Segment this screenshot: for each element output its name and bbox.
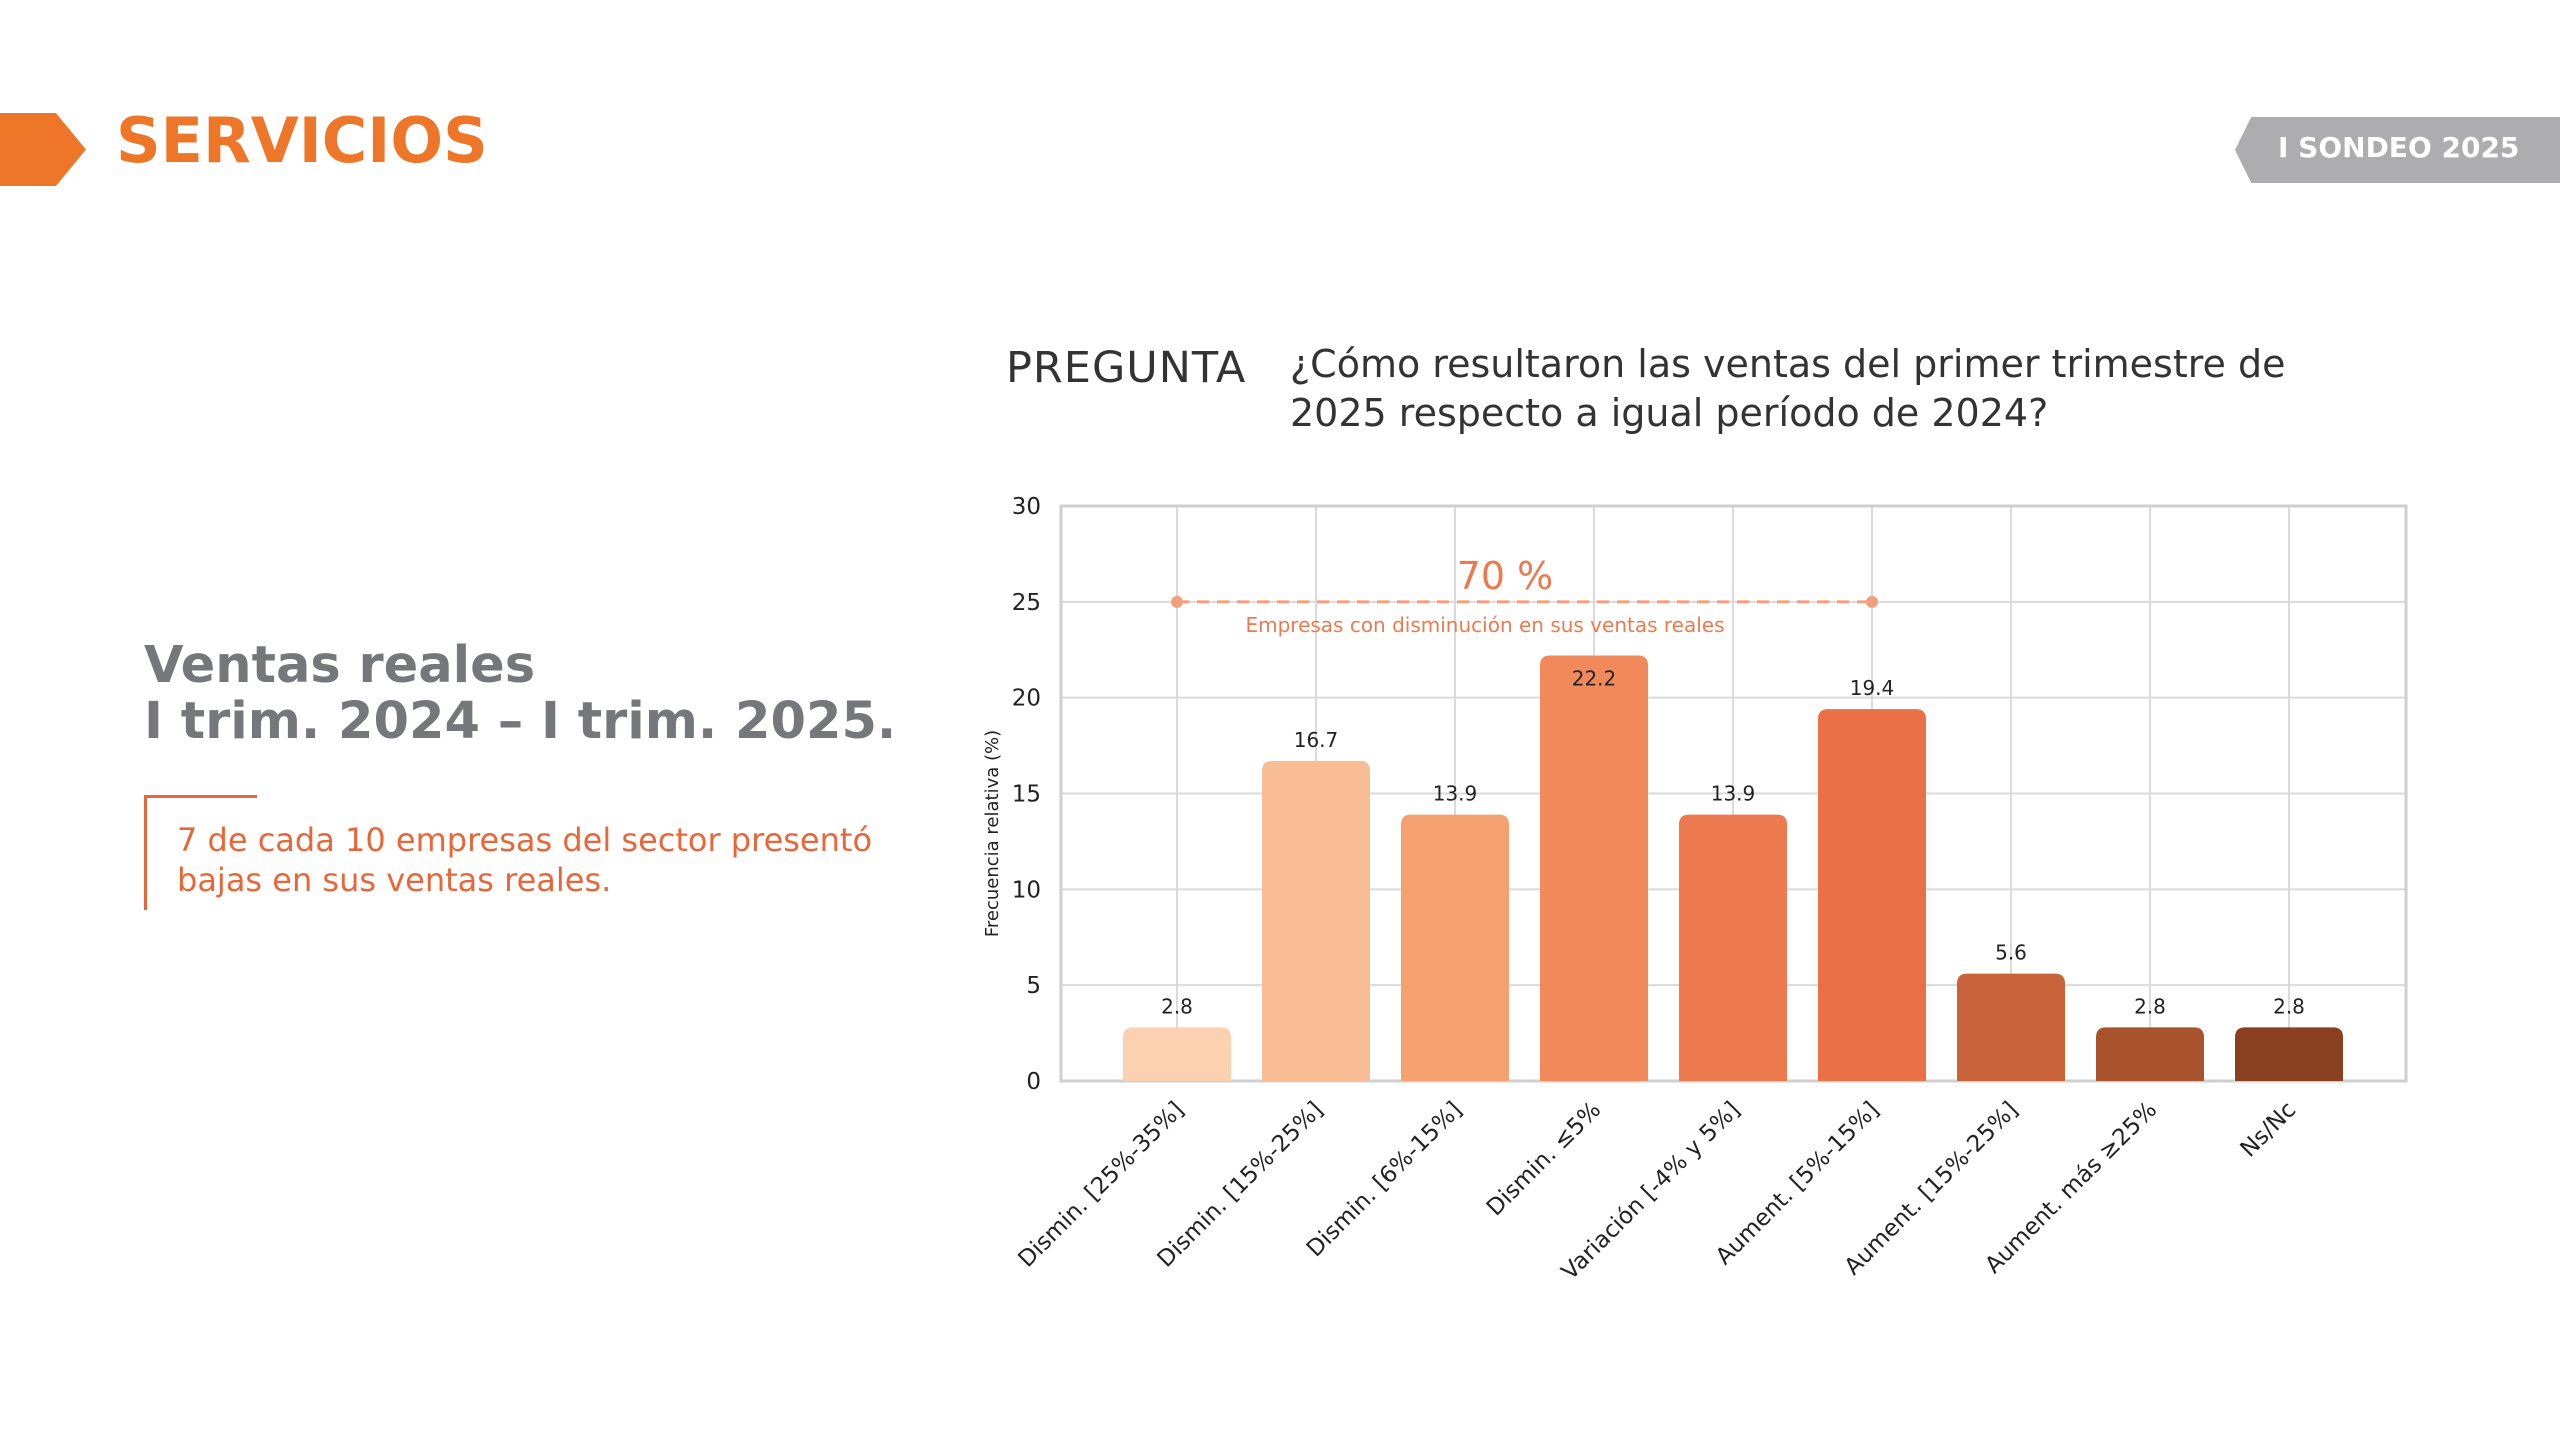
bar-value-label: 2.8 <box>2273 994 2305 1018</box>
annotation-endpoint-dot <box>1866 595 1878 608</box>
slide-title-line2: I trim. 2024 – I trim. 2025. <box>144 692 897 751</box>
callout-bracket <box>144 795 257 910</box>
bar-value-label: 22.2 <box>1572 667 1617 691</box>
slide-title: Ventas reales I trim. 2024 – I trim. 202… <box>144 638 904 750</box>
slide-title-line1: Ventas reales <box>144 636 536 695</box>
bar <box>1262 760 1370 1081</box>
callout-text: 7 de cada 10 empresas del sector present… <box>177 821 873 899</box>
survey-badge-label: I SONDEO 2025 <box>2278 131 2520 164</box>
bar <box>1679 814 1787 1081</box>
bar-value-label: 13.9 <box>1433 782 1478 806</box>
x-tick-label: Dismin. [6%-15%] <box>1302 1097 1467 1262</box>
question-label: PREGUNTA <box>1006 343 1247 393</box>
x-tick-label: Ns/Nc <box>2236 1097 2302 1163</box>
x-tick-label: Dismin. ≤5% <box>1482 1097 1606 1221</box>
bar <box>1540 655 1648 1081</box>
y-tick-label: 30 <box>1012 494 1041 520</box>
bar <box>2235 1027 2343 1081</box>
y-tick-label: 5 <box>1026 973 1041 999</box>
chart-bars <box>1123 655 2343 1081</box>
y-tick-label: 10 <box>1012 877 1041 903</box>
annotation-label: Empresas con disminución en sus ventas r… <box>1245 613 1724 637</box>
y-tick-label: 25 <box>1012 590 1041 616</box>
y-tick-label: 15 <box>1012 782 1041 808</box>
chart-annotation: 70 % Empresas con disminución en sus vent… <box>1171 554 1878 637</box>
bar <box>1401 814 1509 1081</box>
bar-value-label: 2.8 <box>1161 994 1193 1018</box>
y-axis-label: Frecuencia relativa (%) <box>982 730 1003 937</box>
survey-badge <box>2235 117 2560 183</box>
bar <box>1818 709 1926 1081</box>
bar-value-label: 2.8 <box>2134 994 2166 1018</box>
bar-value-label: 16.7 <box>1294 728 1339 752</box>
question-text: ¿Cómo resultaron las ventas del primer t… <box>1290 342 2286 435</box>
bar <box>2096 1027 2204 1081</box>
annotation-endpoint-dot <box>1171 595 1183 608</box>
y-tick-label: 0 <box>1026 1069 1041 1095</box>
bar <box>1123 1027 1231 1081</box>
bar-value-label: 19.4 <box>1850 676 1895 700</box>
bar-value-label: 5.6 <box>1995 941 2027 965</box>
annotation-value: 70 % <box>1457 554 1554 598</box>
bar-value-label: 13.9 <box>1711 782 1756 806</box>
y-tick-label: 20 <box>1012 686 1041 712</box>
bar <box>1957 973 2065 1081</box>
section-title: SERVICIOS <box>116 104 488 177</box>
